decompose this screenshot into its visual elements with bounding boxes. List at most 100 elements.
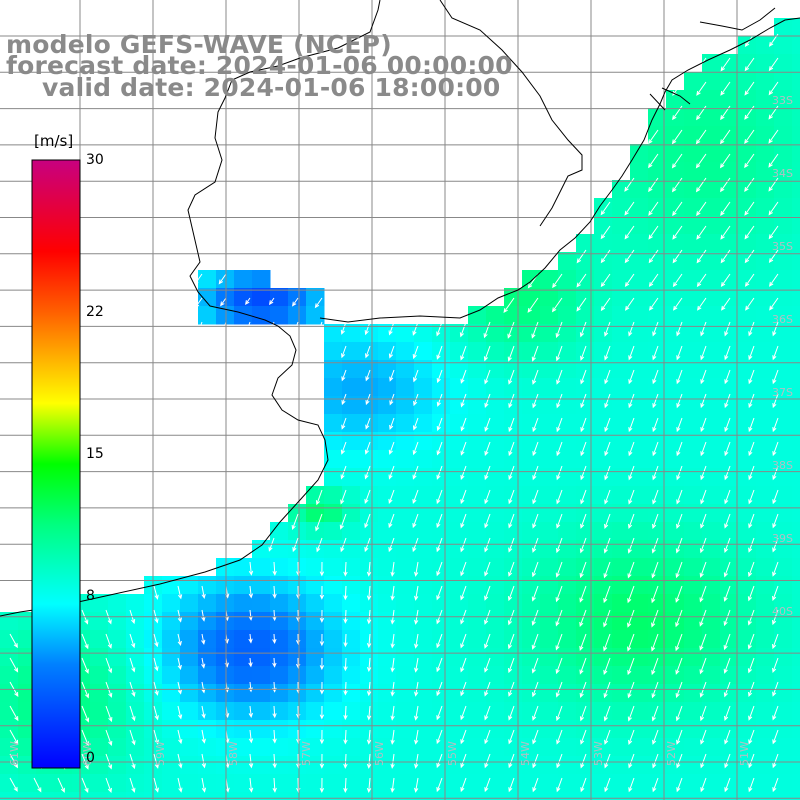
wind-cell <box>522 630 541 649</box>
wind-cell <box>198 648 217 667</box>
wind-cell <box>648 108 667 127</box>
wind-cell <box>792 324 800 343</box>
wind-cell <box>216 576 235 595</box>
wind-cell <box>702 432 721 451</box>
wind-arrow <box>699 633 707 651</box>
wind-arrow <box>436 489 443 505</box>
wind-cell <box>666 288 685 307</box>
wind-cell <box>612 324 631 343</box>
wind-cell <box>666 216 685 235</box>
wind-cell <box>396 576 415 595</box>
wind-cell <box>684 342 703 361</box>
wind-cell <box>576 414 595 433</box>
wind-cell <box>126 630 145 649</box>
wind-cell <box>630 324 649 343</box>
wind-cell <box>450 738 469 757</box>
wind-arrow <box>366 681 372 697</box>
wind-cell <box>720 342 739 361</box>
wind-arrow <box>507 345 515 362</box>
wind-cell <box>342 720 361 739</box>
wind-arrow <box>153 681 159 696</box>
wind-cell <box>450 630 469 649</box>
wind-cell <box>630 450 649 469</box>
wind-arrow <box>744 81 755 96</box>
wind-cell <box>738 198 757 217</box>
wind-arrow <box>700 321 707 337</box>
wind-arrow <box>604 369 611 385</box>
wind-arrow <box>675 633 683 652</box>
wind-cell <box>378 414 397 433</box>
wind-cell <box>378 684 397 703</box>
wind-cell <box>432 342 451 361</box>
wind-cell <box>792 144 800 163</box>
wind-cell <box>666 306 685 325</box>
wind-cell <box>792 486 800 505</box>
wind-cell <box>720 90 739 109</box>
wind-cell <box>612 396 631 415</box>
wind-arrow <box>532 369 539 385</box>
wind-cell <box>594 576 613 595</box>
wind-cell <box>306 774 325 793</box>
wind-arrow <box>272 633 277 644</box>
wind-cell <box>774 378 793 397</box>
wind-cell <box>612 540 631 559</box>
wind-cell <box>270 792 289 800</box>
wind-cell <box>432 612 451 631</box>
wind-arrow <box>555 537 563 554</box>
wind-cell <box>522 576 541 595</box>
title-valid-date: valid date: 2024-01-06 18:00:00 <box>42 73 501 102</box>
wind-arrow <box>484 441 491 456</box>
wind-cell <box>702 180 721 199</box>
wind-cell <box>540 540 559 559</box>
wind-cell <box>666 684 685 703</box>
wind-cell <box>612 756 631 775</box>
wind-cell <box>270 612 289 631</box>
wind-cell <box>738 306 757 325</box>
wind-arrow <box>628 369 635 385</box>
wind-arrow <box>772 753 779 769</box>
wind-cell <box>0 702 19 721</box>
wind-cell <box>378 378 397 397</box>
wind-arrow <box>436 321 443 337</box>
wind-cell <box>792 648 800 667</box>
wind-cell <box>54 720 73 739</box>
wind-arrow <box>745 297 755 311</box>
wind-arrow <box>652 345 659 361</box>
wind-cell <box>378 558 397 577</box>
wind-cell <box>360 504 379 523</box>
wind-arrow <box>389 417 395 430</box>
wind-cell <box>396 702 415 721</box>
wind-cell <box>540 342 559 361</box>
wind-cell <box>288 774 307 793</box>
wind-cell <box>702 108 721 127</box>
wind-arrow <box>720 201 731 217</box>
wind-arrow <box>201 585 206 599</box>
wind-cell <box>360 540 379 559</box>
wind-arrow <box>676 321 683 337</box>
wind-arrow <box>769 273 779 287</box>
wind-cell <box>684 594 703 613</box>
wind-arrow <box>723 633 731 651</box>
wind-cell <box>342 738 361 757</box>
wind-arrow <box>177 585 183 600</box>
wind-arrow <box>460 633 467 649</box>
wind-arrow <box>628 393 635 409</box>
wind-cell <box>414 666 433 685</box>
wind-cell <box>756 558 775 577</box>
wind-cell <box>378 360 397 379</box>
wind-cell <box>468 612 487 631</box>
wind-cell <box>450 594 469 613</box>
wind-cell <box>756 522 775 541</box>
wind-arrow <box>508 513 515 529</box>
wind-arrow <box>532 753 539 769</box>
wind-cell <box>522 684 541 703</box>
wind-cell <box>792 450 800 469</box>
wind-cell <box>774 486 793 505</box>
wind-cell <box>576 558 595 577</box>
wind-arrow <box>364 513 371 529</box>
wind-arrow <box>724 321 731 337</box>
wind-arrow <box>724 465 731 481</box>
wind-cell <box>702 234 721 253</box>
wind-arrow <box>436 345 443 360</box>
